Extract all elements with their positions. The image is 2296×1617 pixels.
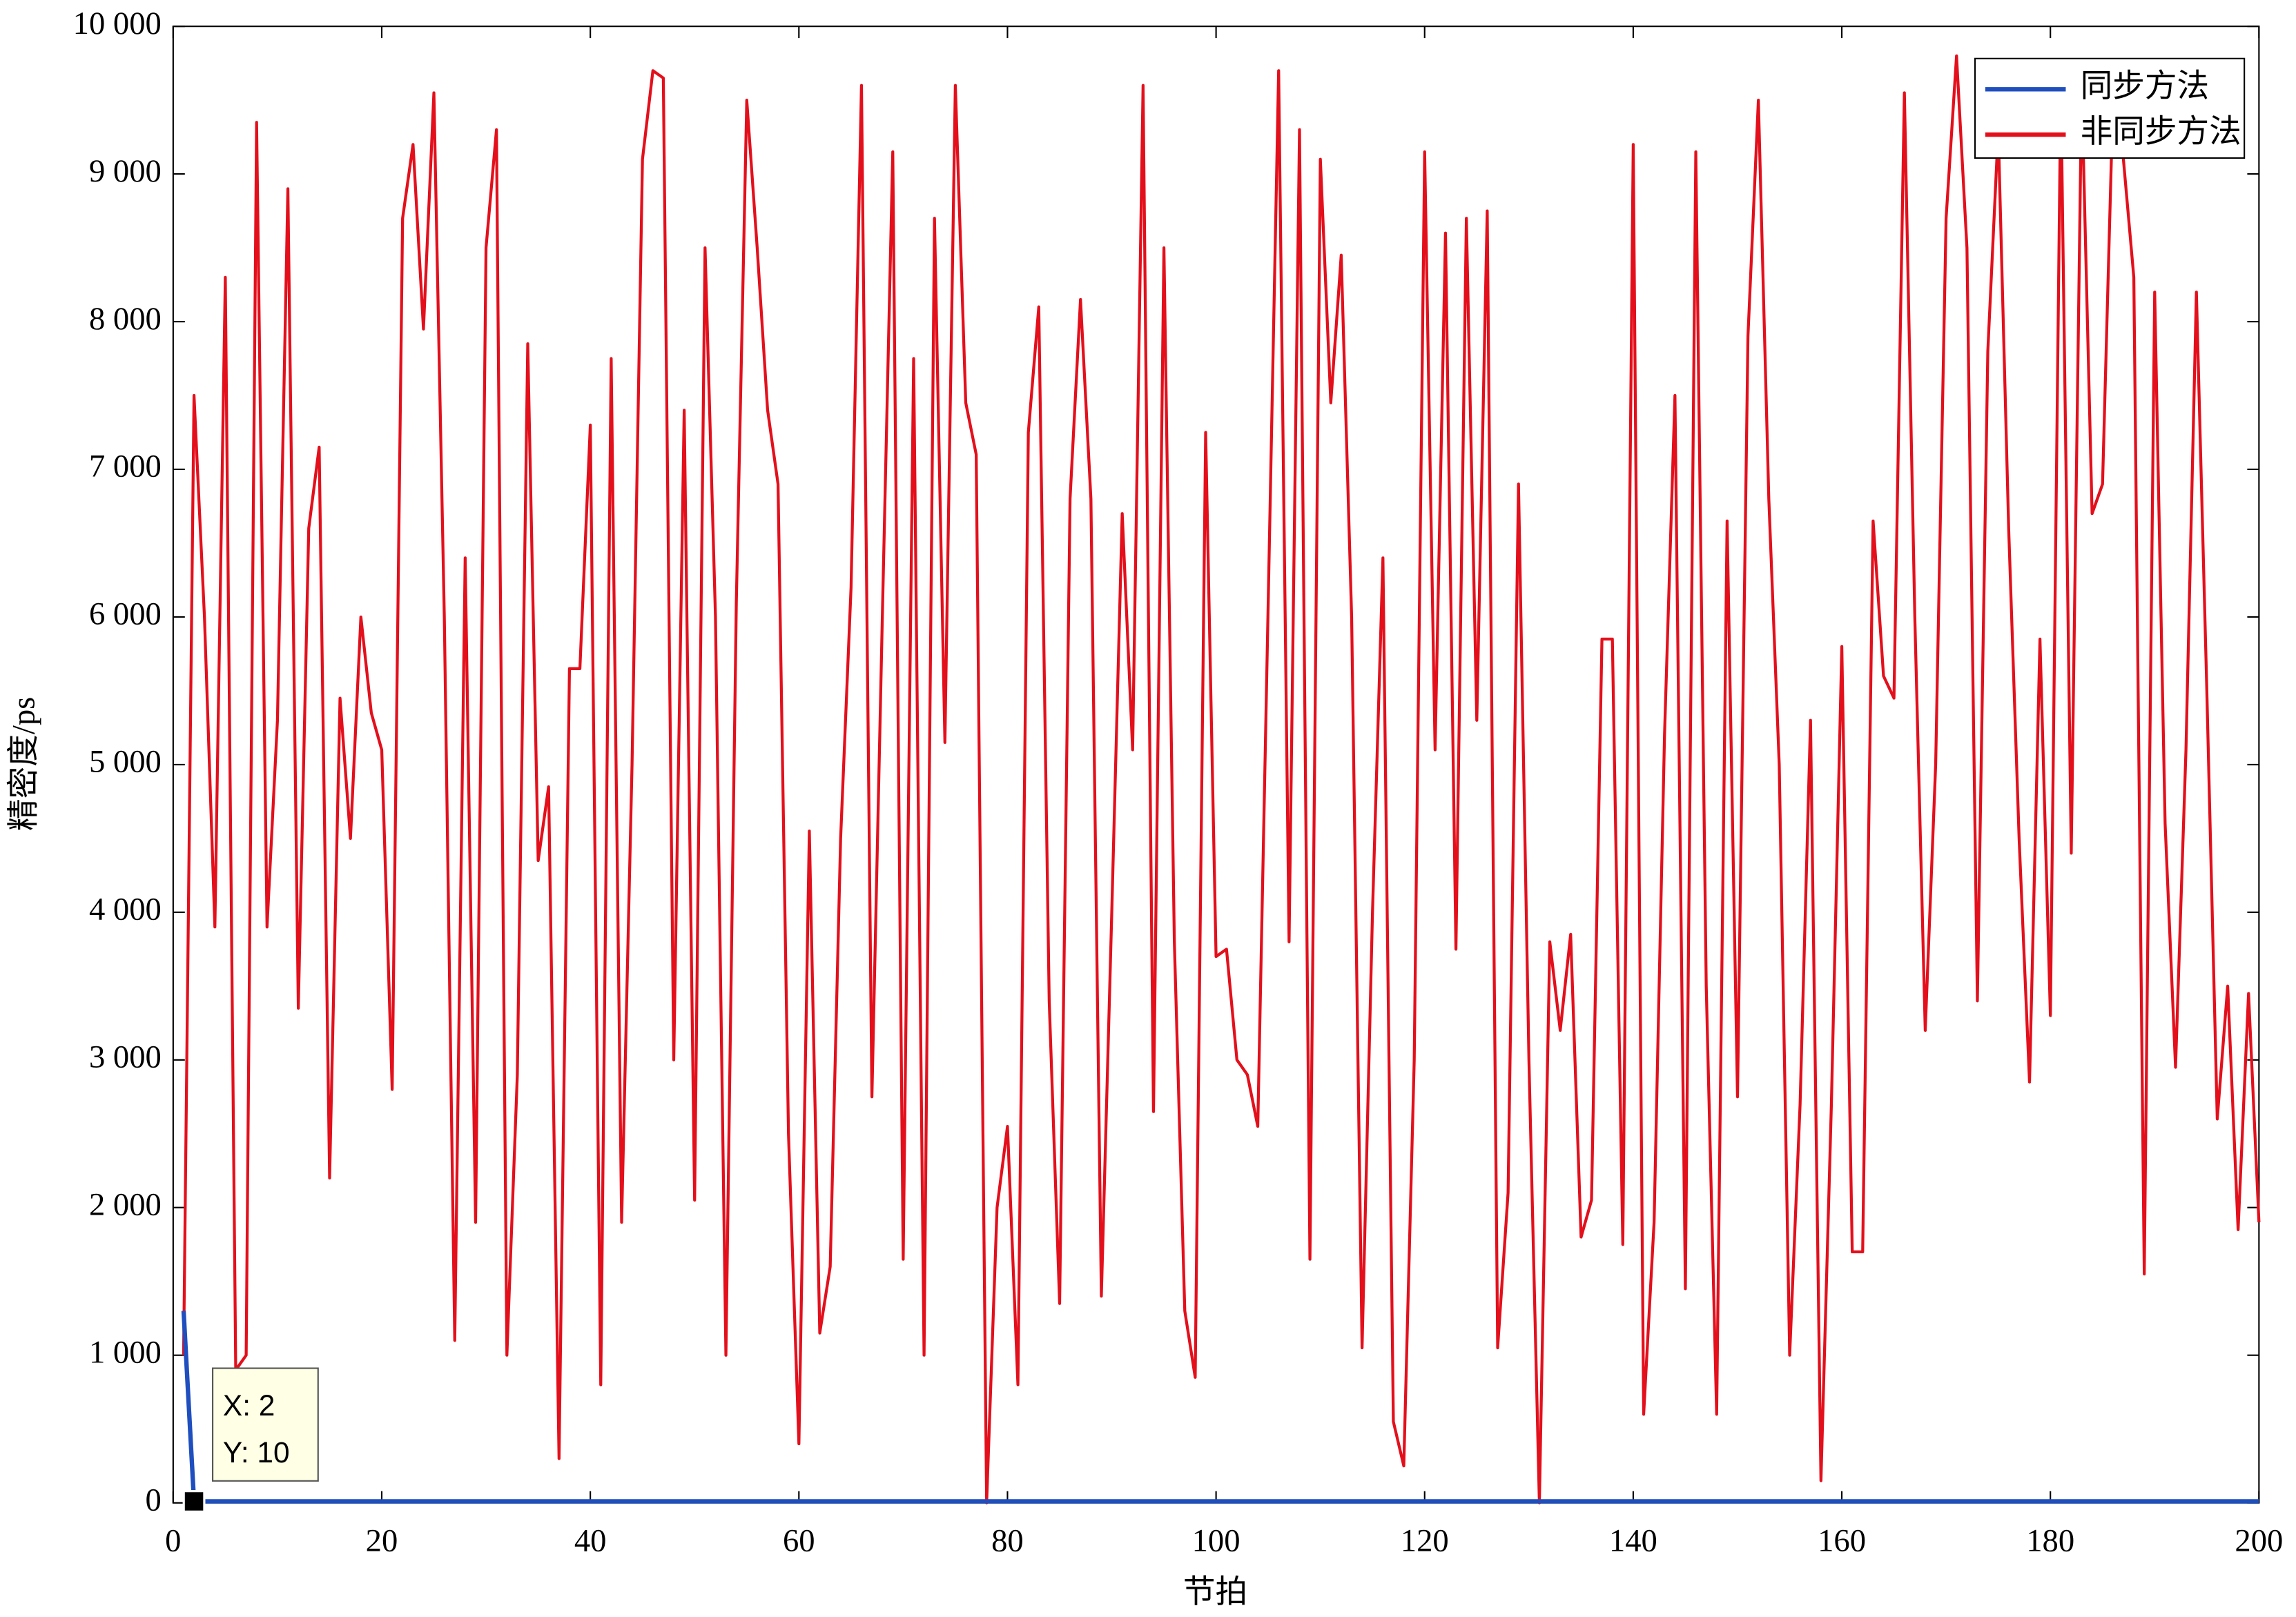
x-tick-label: 80 bbox=[991, 1523, 1024, 1559]
y-tick-label: 5 000 bbox=[89, 744, 162, 780]
x-axis-label: 节拍 bbox=[1183, 1574, 1247, 1610]
x-tick-label: 60 bbox=[783, 1523, 815, 1559]
y-tick-label: 6 000 bbox=[89, 596, 162, 632]
x-tick-label: 180 bbox=[2026, 1523, 2074, 1559]
legend-label: 同步方法 bbox=[2081, 68, 2210, 104]
y-tick-label: 1 000 bbox=[89, 1334, 162, 1370]
x-tick-label: 40 bbox=[574, 1523, 607, 1559]
y-tick-label: 7 000 bbox=[89, 449, 162, 484]
y-tick-label: 10 000 bbox=[73, 6, 162, 41]
series-line bbox=[182, 54, 2261, 1505]
y-tick-label: 4 000 bbox=[89, 892, 162, 928]
x-tick-label: 120 bbox=[1401, 1523, 1449, 1559]
datatip-marker bbox=[182, 1490, 206, 1513]
series-line bbox=[181, 1311, 2259, 1504]
y-tick-label: 9 000 bbox=[89, 153, 162, 189]
legend-box bbox=[1974, 57, 2246, 159]
datatip-y: Y: 10 bbox=[223, 1436, 290, 1469]
x-tick-label: 100 bbox=[1192, 1523, 1241, 1559]
y-tick-label: 3 000 bbox=[89, 1039, 162, 1075]
x-tick-label: 160 bbox=[1818, 1523, 1866, 1559]
x-tick-label: 20 bbox=[366, 1523, 398, 1559]
y-axis-label: 精密度/ps bbox=[6, 697, 42, 831]
datatip-x: X: 2 bbox=[223, 1389, 275, 1422]
legend-label: 非同步方法 bbox=[2081, 114, 2241, 150]
x-tick-label: 140 bbox=[1609, 1523, 1657, 1559]
x-tick-label: 200 bbox=[2235, 1523, 2283, 1559]
x-tick-label: 0 bbox=[165, 1523, 181, 1559]
datatip-box bbox=[212, 1367, 319, 1482]
y-tick-label: 2 000 bbox=[89, 1186, 162, 1222]
y-tick-label: 0 bbox=[146, 1482, 162, 1518]
y-tick-label: 8 000 bbox=[89, 301, 162, 337]
